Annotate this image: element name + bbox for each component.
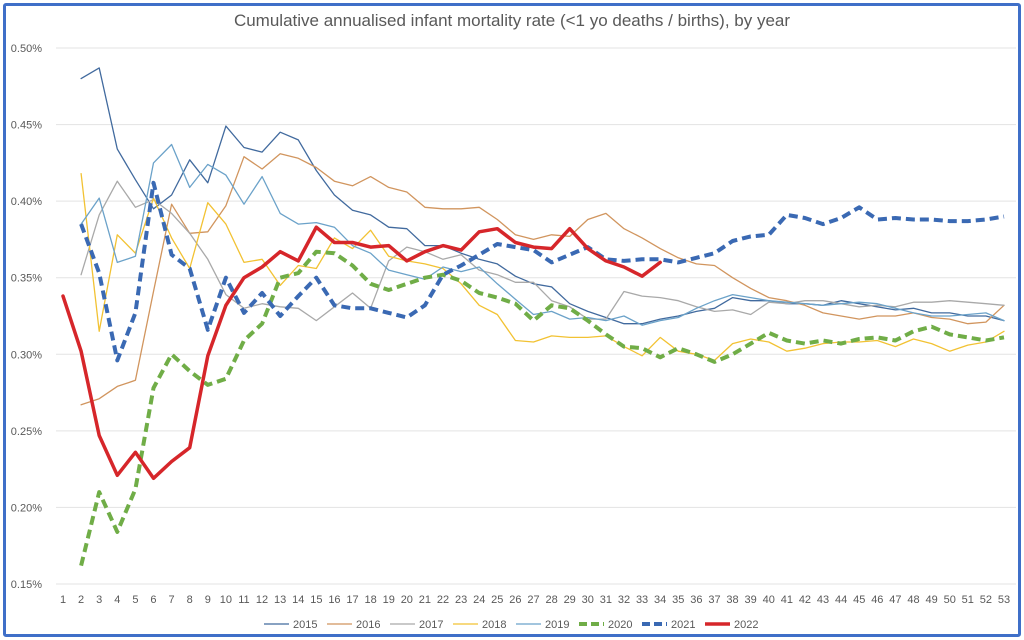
x-tick-label: 11 — [238, 594, 249, 606]
x-tick-label: 14 — [292, 594, 304, 606]
x-tick-label: 15 — [310, 594, 322, 606]
x-tick-label: 17 — [346, 594, 358, 606]
legend-label-2018: 2018 — [482, 619, 506, 631]
x-tick-label: 36 — [690, 594, 702, 606]
x-tick-label: 10 — [220, 594, 232, 606]
y-axis-ticks: 0.15% 0.20% 0.25% 0.30% 0.35% 0.40% 0.45% 0.50% — [11, 43, 42, 591]
series-line-2018 — [80, 172, 1005, 362]
x-tick-label: 52 — [980, 594, 992, 606]
x-tick-label: 48 — [907, 594, 919, 606]
x-tick-label: 24 — [473, 594, 485, 606]
x-tick-label: 12 — [256, 594, 268, 606]
chart-frame — [3, 3, 1021, 637]
x-tick-label: 39 — [745, 594, 757, 606]
x-tick-label: 38 — [726, 594, 738, 606]
y-tick-label: 0.50% — [11, 43, 42, 55]
chart-title: Cumulative annualised infant mortality r… — [233, 11, 791, 30]
x-tick-label: 26 — [509, 594, 521, 606]
x-tick-label: 23 — [455, 594, 467, 606]
y-tick-label: 0.40% — [11, 196, 42, 208]
x-tick-label: 34 — [654, 594, 666, 606]
legend-label-2016: 2016 — [356, 619, 380, 631]
x-tick-label: 2 — [78, 594, 84, 606]
y-tick-label: 0.30% — [11, 349, 42, 361]
x-tick-label: 9 — [205, 594, 211, 606]
x-tick-label: 44 — [835, 594, 847, 606]
x-tick-label: 22 — [437, 594, 449, 606]
x-tick-label: 20 — [401, 594, 413, 606]
x-tick-label: 16 — [328, 594, 340, 606]
x-tick-label: 18 — [365, 594, 377, 606]
x-tick-label: 5 — [132, 594, 138, 606]
legend-label-2015: 2015 — [293, 619, 317, 631]
legend-label-2017: 2017 — [419, 619, 443, 631]
x-tick-label: 41 — [781, 594, 793, 606]
x-tick-label: 33 — [636, 594, 648, 606]
x-tick-label: 7 — [169, 594, 175, 606]
grid-lines — [56, 47, 1016, 585]
x-tick-label: 3 — [96, 594, 102, 606]
legend-label-2020: 2020 — [608, 619, 632, 631]
series-line-2020 — [79, 249, 1005, 567]
x-tick-label: 8 — [187, 594, 193, 606]
y-tick-label: 0.20% — [11, 502, 42, 514]
legend-label-2021: 2021 — [671, 619, 695, 631]
series-line-2017 — [80, 180, 1005, 322]
x-tick-label: 31 — [600, 594, 612, 606]
x-tick-label: 4 — [114, 594, 120, 606]
x-tick-label: 13 — [274, 594, 286, 606]
x-tick-label: 46 — [871, 594, 883, 606]
legend: 2015 2016 2017 2018 2019 2020 2021 2022 — [264, 619, 758, 631]
x-tick-label: 53 — [998, 594, 1010, 606]
x-tick-label: 21 — [419, 594, 431, 606]
x-tick-label: 27 — [527, 594, 539, 606]
x-tick-label: 32 — [618, 594, 630, 606]
y-tick-label: 0.35% — [11, 273, 42, 285]
x-tick-label: 42 — [799, 594, 811, 606]
x-tick-label: 50 — [944, 594, 956, 606]
x-tick-label: 45 — [853, 594, 865, 606]
x-tick-label: 6 — [150, 594, 156, 606]
series-line-2016 — [80, 153, 1005, 406]
series-line-2021 — [79, 180, 1005, 363]
x-tick-label: 30 — [582, 594, 594, 606]
series-line-2022 — [61, 225, 662, 481]
x-tick-label: 49 — [925, 594, 937, 606]
series-line-2019 — [80, 143, 1005, 326]
x-tick-label: 28 — [545, 594, 557, 606]
x-tick-label: 25 — [491, 594, 503, 606]
x-tick-label: 35 — [672, 594, 684, 606]
x-tick-label: 40 — [763, 594, 775, 606]
x-tick-label: 51 — [962, 594, 974, 606]
x-tick-label: 1 — [60, 594, 66, 606]
y-tick-label: 0.45% — [11, 120, 42, 132]
x-tick-label: 19 — [383, 594, 395, 606]
series-line-2015 — [80, 67, 1005, 325]
y-tick-label: 0.25% — [11, 426, 42, 438]
x-tick-label: 43 — [817, 594, 829, 606]
x-tick-label: 29 — [564, 594, 576, 606]
legend-label-2019: 2019 — [545, 619, 569, 631]
x-tick-label: 37 — [708, 594, 720, 606]
y-tick-label: 0.15% — [11, 579, 42, 591]
x-axis-ticks: 1 2 3 4 5 6 7 8 9 10 11 12 13 14 15 16 17 18 19 20 21 22 23 24 2… — [60, 594, 1010, 606]
legend-label-2022: 2022 — [734, 619, 758, 631]
x-tick-label: 47 — [889, 594, 901, 606]
series-lines — [61, 67, 1005, 567]
